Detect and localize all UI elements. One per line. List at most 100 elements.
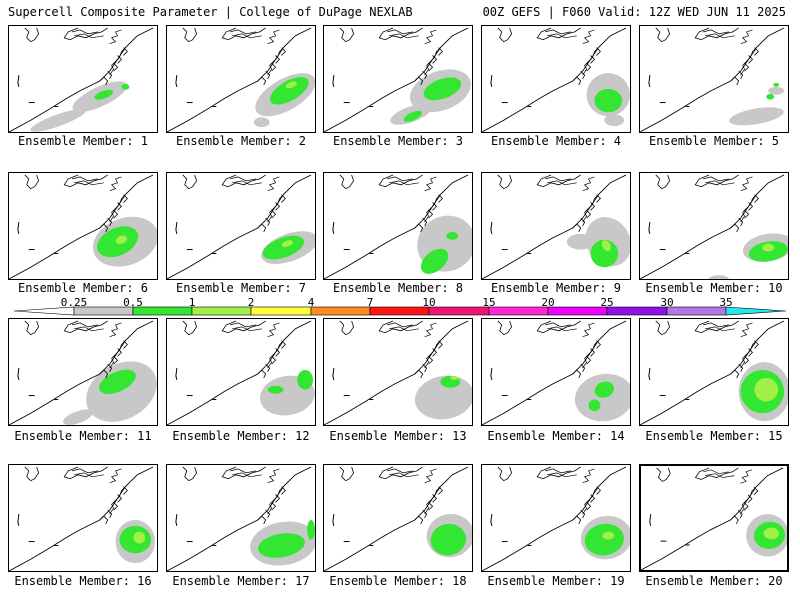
member-map-plot-11 xyxy=(9,320,157,425)
coastline xyxy=(641,467,784,570)
legend-tick-label: 2 xyxy=(247,296,255,309)
member-label: Ensemble Member: 17 xyxy=(172,574,310,588)
member-map-6 xyxy=(8,172,158,280)
legend-swatch xyxy=(191,306,252,316)
member-map-9 xyxy=(481,172,631,280)
scp-shading xyxy=(414,375,472,420)
member-map-plot-17 xyxy=(167,466,315,571)
member-label: Ensemble Member: 1 xyxy=(17,134,149,148)
scp-shading xyxy=(390,69,471,125)
legend-swatch xyxy=(725,306,787,316)
coastline xyxy=(167,174,312,279)
legend-swatch xyxy=(428,306,490,316)
scp-shading xyxy=(574,373,630,422)
legend-swatch xyxy=(606,306,668,316)
legend-swatch xyxy=(310,306,371,316)
member-label: Ensemble Member: 14 xyxy=(487,429,625,443)
member-map-plot-15 xyxy=(640,320,788,425)
legend-tick-label: 30 xyxy=(660,296,674,309)
scp-shading xyxy=(253,73,315,128)
legend-swatch xyxy=(547,306,608,316)
coastline xyxy=(640,174,785,279)
coastline xyxy=(167,27,312,132)
legend-swatch xyxy=(369,306,430,316)
member-label: Ensemble Member: 13 xyxy=(329,429,467,443)
coastline xyxy=(9,174,154,279)
scp-shading xyxy=(115,519,156,564)
member-map-plot-13 xyxy=(324,320,472,425)
member-label: Ensemble Member: 12 xyxy=(172,429,310,443)
scp-shading xyxy=(746,514,787,557)
member-map-5 xyxy=(639,25,789,133)
run-valid-time: 00Z GEFS | F060 Valid: 12Z WED JUN 11 20… xyxy=(482,5,786,19)
legend-tick-label: 0.25 xyxy=(60,296,88,309)
member-map-plot-7 xyxy=(167,174,315,279)
member-label: Ensemble Member: 9 xyxy=(490,281,622,295)
scp-shading xyxy=(250,519,315,566)
member-label: Ensemble Member: 20 xyxy=(645,574,783,588)
member-map-plot-3 xyxy=(324,27,471,132)
member-label: Ensemble Member: 19 xyxy=(487,574,625,588)
scp-shading xyxy=(729,82,785,126)
member-map-plot-14 xyxy=(482,320,630,425)
scp-shading xyxy=(580,515,630,560)
member-map-2 xyxy=(166,25,316,133)
member-map-13 xyxy=(323,318,473,426)
member-map-plot-12 xyxy=(167,320,315,425)
member-label: Ensemble Member: 10 xyxy=(645,281,783,295)
legend-tick-label: 25 xyxy=(600,296,614,309)
member-map-15 xyxy=(639,318,789,426)
member-label: Ensemble Member: 15 xyxy=(645,429,783,443)
member-map-19 xyxy=(481,464,631,572)
member-label: Ensemble Member: 18 xyxy=(329,574,467,588)
scp-shading xyxy=(426,514,472,558)
legend-swatch xyxy=(666,306,727,316)
scp-shading xyxy=(417,215,472,274)
member-map-plot-18 xyxy=(324,466,472,571)
coastline xyxy=(482,466,627,571)
member-map-plot-6 xyxy=(9,174,157,279)
scp-shading xyxy=(738,362,788,422)
coastline xyxy=(9,466,154,571)
coastline xyxy=(482,320,627,425)
scp-shading xyxy=(259,370,315,416)
member-map-plot-9 xyxy=(482,174,630,279)
legend-tick-label: 35 xyxy=(719,296,733,309)
member-map-17 xyxy=(166,464,316,572)
member-label: Ensemble Member: 6 xyxy=(17,281,149,295)
scp-shading xyxy=(709,233,788,279)
coastline xyxy=(324,320,469,425)
member-map-10 xyxy=(639,172,789,280)
legend-tick-label: 4 xyxy=(307,296,315,309)
member-map-plot-4 xyxy=(482,27,630,132)
member-map-16 xyxy=(8,464,158,572)
member-label: Ensemble Member: 3 xyxy=(332,134,464,148)
member-map-plot-20 xyxy=(641,467,787,570)
legend-swatch xyxy=(250,306,312,316)
member-map-plot-5 xyxy=(640,27,785,132)
member-map-14 xyxy=(481,318,631,426)
coastline xyxy=(640,320,785,425)
member-label: Ensemble Member: 11 xyxy=(14,429,152,443)
member-map-plot-8 xyxy=(324,174,472,279)
member-label: Ensemble Member: 2 xyxy=(175,134,307,148)
legend-tick-label: 1 xyxy=(188,296,196,309)
legend-tick-label: 10 xyxy=(422,296,436,309)
scp-shading xyxy=(63,361,157,425)
coastline xyxy=(167,320,312,425)
legend-tick-label: 7 xyxy=(366,296,374,309)
member-label: Ensemble Member: 4 xyxy=(490,134,622,148)
member-map-1 xyxy=(8,25,158,133)
member-label: Ensemble Member: 5 xyxy=(648,134,780,148)
coastline xyxy=(324,466,469,571)
member-map-4 xyxy=(481,25,631,133)
scp-shading xyxy=(261,231,315,264)
member-map-11 xyxy=(8,318,158,426)
member-map-7 xyxy=(166,172,316,280)
member-label: Ensemble Member: 16 xyxy=(14,574,152,588)
member-map-plot-19 xyxy=(482,466,630,571)
coastline xyxy=(482,27,627,132)
legend-tick-label: 0.5 xyxy=(123,296,143,309)
coastline xyxy=(9,27,154,132)
scp-shading xyxy=(92,216,157,267)
